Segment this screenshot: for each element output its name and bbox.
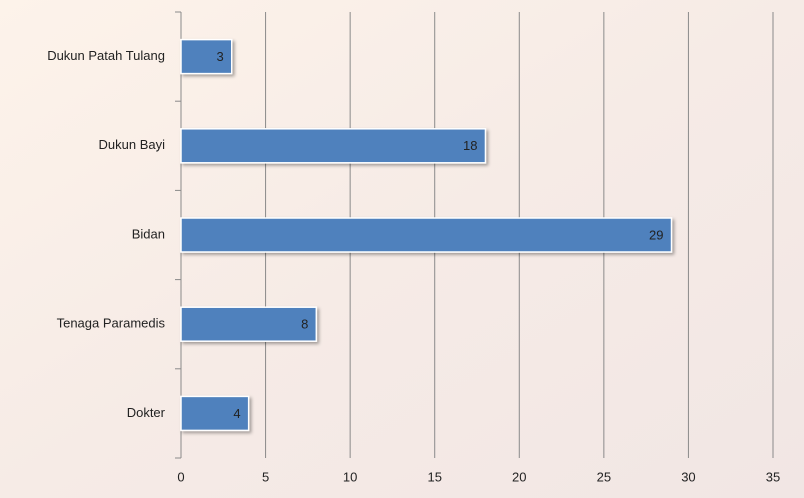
y-tick-label: Dukun Patah Tulang [47, 48, 165, 63]
x-tick-label: 30 [681, 469, 695, 484]
x-tick-label: 5 [262, 469, 269, 484]
data-label: 3 [217, 49, 224, 64]
x-tick-label: 10 [343, 469, 357, 484]
bar [180, 217, 673, 253]
data-label: 29 [649, 227, 663, 242]
y-tick-label: Tenaga Paramedis [57, 316, 166, 331]
x-tick-label: 20 [512, 469, 526, 484]
data-label: 18 [463, 138, 477, 153]
x-tick-label: 15 [427, 469, 441, 484]
data-label: 8 [301, 317, 308, 332]
y-tick-label: Dukun Bayi [99, 137, 166, 152]
x-tick-label: 35 [766, 469, 780, 484]
data-label: 4 [233, 406, 240, 421]
x-tick-label: 25 [597, 469, 611, 484]
y-tick-label: Dokter [127, 405, 166, 420]
bar [180, 395, 250, 432]
bar [180, 306, 318, 342]
y-tick-label: Bidan [132, 226, 165, 241]
x-tick-label: 0 [177, 469, 184, 484]
bar [180, 128, 487, 164]
bar [180, 38, 233, 75]
